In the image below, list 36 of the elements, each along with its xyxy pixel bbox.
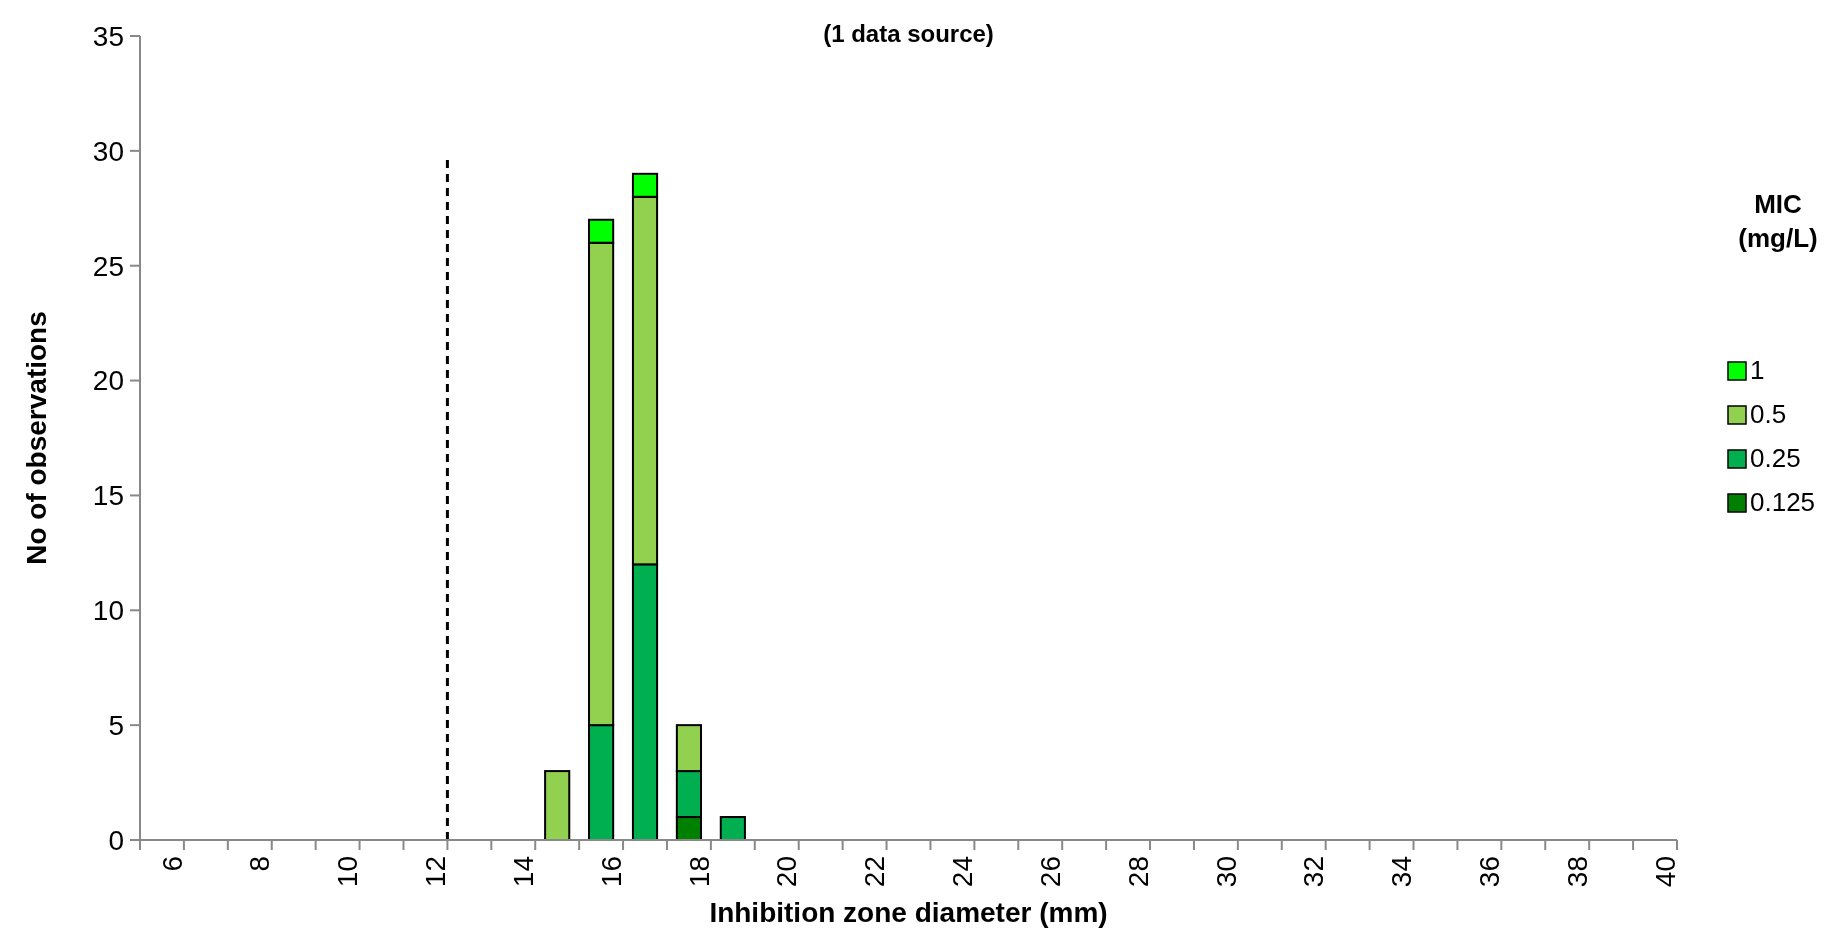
- legend-label: 0.5: [1750, 399, 1787, 429]
- x-tick-label: 14: [507, 856, 539, 888]
- x-tick-label: 10: [332, 856, 364, 888]
- chart-title: (1 data source): [823, 20, 994, 47]
- y-tick-label: 10: [92, 595, 124, 627]
- x-tick-label: 20: [771, 856, 803, 888]
- bar: [719, 816, 746, 841]
- x-tick-label: 38: [1561, 856, 1593, 888]
- x-tick-label: 8: [244, 856, 276, 872]
- x-tick-label: 16: [595, 856, 627, 888]
- x-tick-label: 18: [683, 856, 715, 888]
- y-tick-label: 35: [92, 20, 124, 52]
- x-tick-label: 36: [1473, 856, 1505, 888]
- x-tick-label: 30: [1210, 856, 1242, 888]
- bar: [544, 770, 571, 841]
- x-tick-label: 6: [156, 856, 188, 872]
- x-tick-label: 12: [420, 856, 452, 888]
- legend-label: 1: [1750, 355, 1765, 385]
- x-tick-label: 28: [1122, 856, 1154, 888]
- x-tick-label: 24: [947, 856, 979, 888]
- x-tick-label: 40: [1649, 856, 1681, 888]
- y-axis-title: No of observations: [21, 311, 52, 565]
- y-tick-label: 5: [108, 709, 124, 741]
- x-tick-label: 34: [1386, 856, 1418, 888]
- x-tick-label: 22: [859, 856, 891, 888]
- y-tick-label: 30: [92, 135, 124, 167]
- legend-label: 0.25: [1750, 443, 1801, 473]
- y-tick-label: 25: [92, 250, 124, 282]
- legend-title: MIC (mg/L): [1738, 189, 1818, 253]
- x-axis-title: Inhibition zone diameter (mm): [709, 897, 1108, 928]
- x-tick-label: 32: [1298, 856, 1330, 888]
- y-tick-label: 0: [108, 824, 124, 856]
- y-tick-label: 15: [92, 480, 124, 512]
- x-tick-label: 26: [1034, 856, 1066, 888]
- y-tick-label: 20: [92, 365, 124, 397]
- legend-label: 0.125: [1750, 487, 1816, 517]
